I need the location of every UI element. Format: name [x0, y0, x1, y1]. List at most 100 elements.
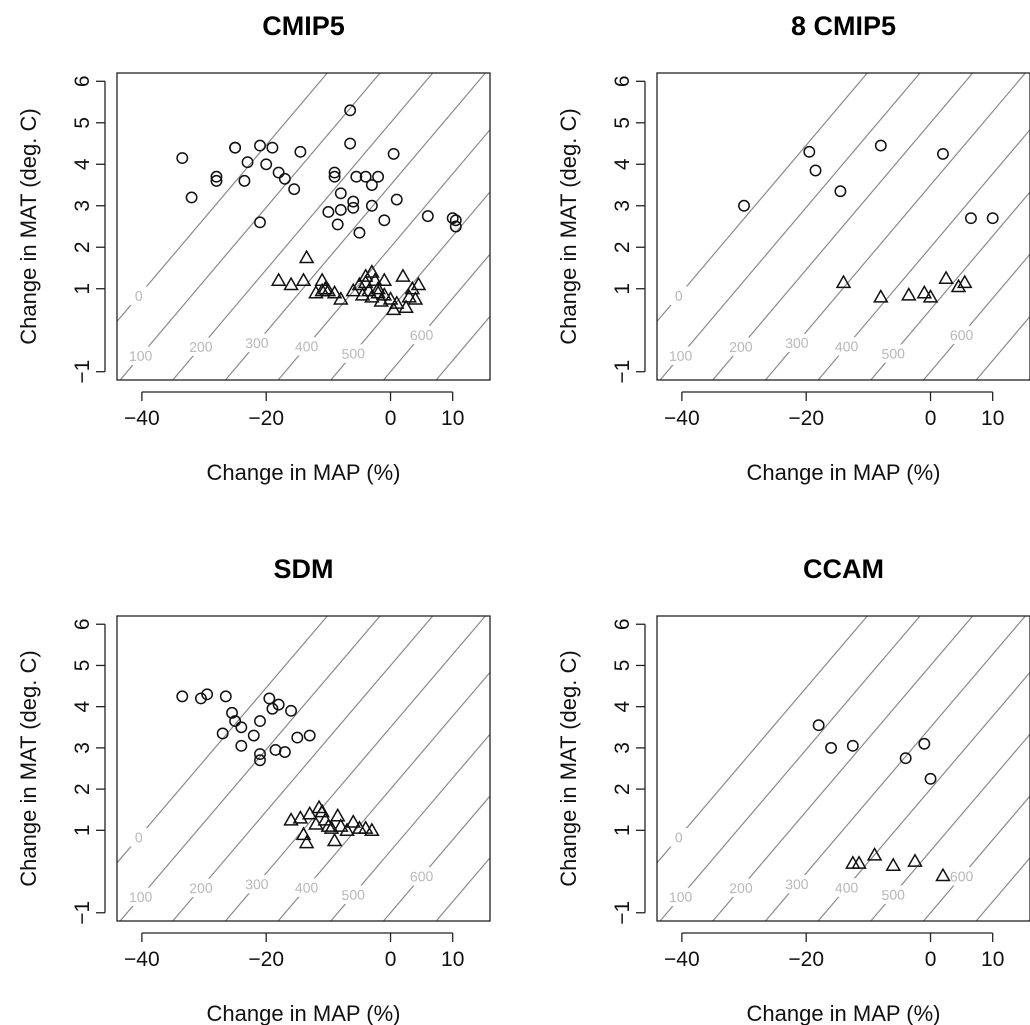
contour-line: [225, 616, 486, 921]
contour-label-bg: [122, 286, 155, 306]
contour-label-bg: [290, 878, 323, 898]
contour-line: [172, 616, 434, 921]
contour-label-bg: [830, 878, 863, 898]
y-tick-label: 1: [71, 824, 94, 836]
triangle-point: [935, 867, 951, 882]
contour-label: 500: [881, 345, 905, 362]
triangle-point: [851, 855, 867, 869]
contour-label-bg: [876, 885, 910, 905]
contour-line: [117, 616, 328, 864]
contour-label-bg: [664, 887, 697, 907]
circle-point: [176, 690, 189, 703]
circle-point: [449, 220, 462, 233]
contour-label-bg: [945, 866, 978, 886]
circle-point: [344, 137, 357, 150]
contour-label-bg: [184, 337, 218, 357]
circle-point: [272, 166, 285, 179]
triangle-point: [407, 291, 424, 305]
triangle-point: [364, 289, 380, 303]
circle-series: [176, 104, 462, 239]
y-tick-label: 4: [71, 701, 94, 713]
circle-point: [285, 704, 298, 717]
triangle-point: [364, 822, 380, 836]
y-tick-label: 1: [71, 283, 94, 295]
circle-series: [738, 139, 999, 225]
circle-point: [266, 141, 279, 154]
contour-line: [435, 316, 490, 380]
x-tick-label: −20: [788, 407, 824, 430]
triangle-point: [314, 803, 330, 818]
y-tick-label: 3: [71, 200, 94, 212]
panel-title: CCAM: [803, 554, 884, 584]
triangle-point: [320, 282, 337, 297]
triangle-point: [900, 286, 917, 301]
triangle-point: [298, 834, 315, 849]
triangle-point: [410, 276, 427, 291]
contour-label-bg: [780, 333, 814, 353]
triangle-point: [398, 299, 414, 314]
circle-point: [359, 170, 372, 183]
circle-point: [210, 174, 223, 187]
circle-point: [874, 139, 887, 152]
circle-point: [365, 179, 378, 191]
y-tick-label: 1: [611, 824, 634, 836]
contour-line: [117, 73, 328, 322]
y-tick-label: −1: [611, 901, 634, 925]
contour-label-bg: [337, 344, 370, 363]
triangle-point: [950, 278, 967, 293]
circle-point: [176, 152, 189, 164]
contour-label: 400: [835, 879, 859, 896]
contour-line: [225, 73, 486, 380]
circle-point: [226, 706, 238, 719]
contour-label: 300: [785, 335, 809, 352]
triangle-point: [364, 264, 380, 278]
y-tick-label: −1: [611, 360, 634, 384]
y-tick-label: 6: [611, 75, 634, 87]
x-axis: −40 −20 0 10: [124, 391, 464, 430]
y-tick-label: 3: [611, 200, 634, 212]
contour-label-bg: [780, 874, 814, 894]
y-axis: −1 1 2 3 4 5 6: [71, 75, 106, 384]
y-tick-label: −1: [71, 360, 94, 384]
contour-label: 200: [729, 880, 753, 897]
panel-ccam: 0 100 200 300 400 500 600 −40 −20 0 10 −1 1 2 3 4 5 6 CCAM…: [556, 554, 1030, 1025]
x-axis-label: Change in MAP (%): [746, 1001, 940, 1025]
circle-point: [254, 139, 266, 152]
contour-label: 300: [245, 876, 269, 893]
triangle-point: [283, 812, 299, 826]
contour-label: 0: [675, 829, 683, 845]
contour-label: 200: [189, 338, 213, 355]
contour-line: [657, 616, 868, 864]
y-tick-label: 5: [71, 660, 94, 672]
y-axis: −1 1 2 3 4 5 6: [71, 618, 106, 925]
panel-title: 8 CMIP5: [791, 11, 896, 41]
y-tick-label: 4: [611, 158, 634, 170]
y-tick-label: 6: [71, 75, 94, 87]
triangle-point: [314, 272, 330, 287]
panel-cmip5: 0 100 200 300 400 500 600 −40 −20 0 10 −1 1 2 3 4 5 6 CMIP…: [16, 11, 491, 485]
contour-label-bg: [240, 333, 274, 353]
contour-label-bg: [830, 336, 863, 356]
circle-point: [185, 191, 198, 204]
contour-label: 100: [129, 889, 153, 906]
y-tick-label: 4: [71, 158, 94, 170]
triangle-point: [395, 268, 411, 282]
circle-point: [328, 170, 341, 183]
triangle-point: [354, 286, 371, 301]
y-tick-label: 2: [71, 241, 94, 253]
contour-line: [712, 73, 974, 380]
contour-label: 500: [341, 345, 365, 362]
x-tick-label: 10: [981, 407, 1004, 430]
contour-label-bg: [945, 325, 978, 345]
contour-label: 400: [835, 338, 859, 355]
triangle-point: [329, 807, 346, 822]
panel-sdm: 0 100 200 300 400 500 600 −40 −20 0 10 −1 1 2 3 4 5 6 SDM C…: [16, 554, 491, 1025]
triangle-point: [367, 272, 383, 287]
circle-point: [812, 719, 825, 732]
circle-point: [347, 201, 360, 214]
contour-label-bg: [240, 874, 274, 894]
contour-line: [119, 616, 381, 921]
contour-line: [659, 73, 921, 380]
circle-point: [238, 174, 251, 187]
y-tick-label: −1: [71, 901, 94, 925]
